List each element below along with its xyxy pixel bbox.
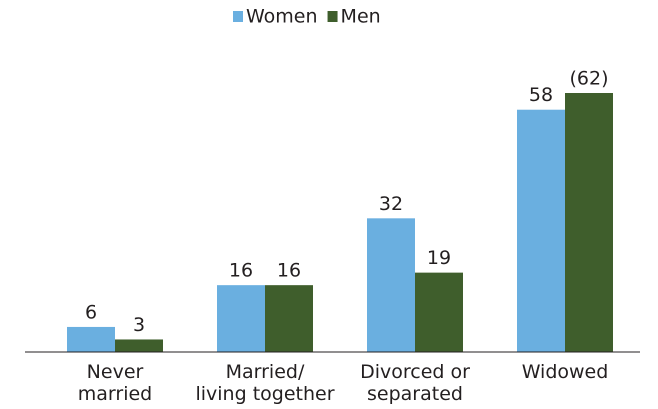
legend-label: Women	[246, 6, 318, 28]
data-label: 16	[229, 260, 253, 282]
bar	[367, 218, 415, 352]
bar	[115, 339, 163, 352]
data-label: (62)	[569, 68, 608, 90]
x-tick-label: Widowed	[522, 361, 609, 383]
bar	[565, 93, 613, 352]
x-tick-label-line: Never	[87, 361, 144, 383]
bar	[265, 285, 313, 352]
data-label: 32	[379, 193, 403, 215]
x-tick-label-line: Widowed	[522, 361, 609, 383]
legend-swatch	[233, 11, 243, 22]
bar	[517, 109, 565, 352]
legend-label: Men	[341, 6, 381, 28]
data-label: 6	[85, 301, 97, 323]
bar	[415, 272, 463, 352]
x-tick-label-line: separated	[367, 383, 463, 405]
x-tick-label: Married/living together	[195, 361, 334, 405]
data-label: 3	[133, 314, 145, 336]
x-tick-label: Divorced or separated	[360, 361, 470, 405]
x-tick-label-line: Divorced or	[360, 361, 470, 383]
data-label: 58	[529, 84, 553, 106]
bar	[67, 326, 115, 352]
data-label: 16	[277, 260, 301, 282]
x-tick-label: Never married	[78, 361, 152, 405]
data-label: 19	[427, 247, 451, 269]
x-tick-label-line: living together	[195, 383, 334, 405]
x-tick-label-line: married	[78, 383, 152, 405]
legend-swatch	[327, 11, 338, 22]
x-tick-label-line: Married/	[226, 361, 305, 383]
bar	[217, 285, 265, 352]
